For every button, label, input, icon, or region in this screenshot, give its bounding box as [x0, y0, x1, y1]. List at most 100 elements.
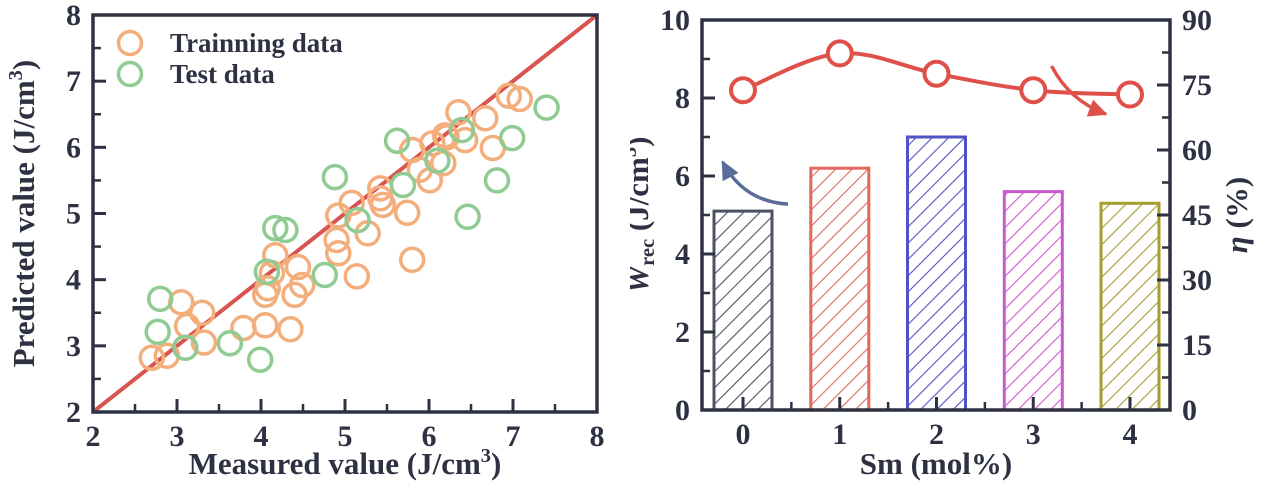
y-tick-label: 6 — [66, 131, 81, 164]
x-tick-label: 0 — [736, 418, 751, 451]
left-tick-label: 4 — [675, 238, 690, 271]
y-axis-label: Predicted value (J/cm3) — [5, 60, 41, 368]
legend-label: Trainning data — [170, 28, 343, 58]
training-point — [277, 316, 304, 343]
y-tick-label: 8 — [66, 0, 81, 32]
x-tick-label: 2 — [86, 420, 101, 453]
y-tick-label: 5 — [66, 198, 81, 231]
test-point — [253, 258, 281, 285]
right-tick-label: 30 — [1182, 264, 1212, 297]
right-axis-label: η (%) — [1219, 177, 1254, 253]
x-tick-label: 3 — [170, 420, 185, 453]
test-legend-marker — [116, 60, 144, 88]
eta-marker — [825, 39, 854, 68]
test-point — [498, 124, 526, 152]
scatter-parity-chart: 2 3 4 5 6 7 8 2 3 4 5 6 7 8 Measured value (J/cm3) Pred… — [5, 0, 605, 481]
test-points — [144, 94, 560, 373]
test-point — [262, 214, 289, 242]
training-point — [190, 329, 218, 356]
training-point — [393, 199, 421, 227]
bars — [712, 135, 1161, 412]
training-point — [254, 275, 281, 302]
left-tick-label: 0 — [675, 394, 690, 427]
bar-sm-3 — [1002, 190, 1064, 412]
x-tick-label: 7 — [506, 420, 521, 453]
training-point — [433, 124, 460, 151]
right-tick-label: 15 — [1182, 329, 1212, 362]
training-point — [325, 239, 352, 267]
x-axis-label: Measured value (J/cm3) — [189, 445, 502, 481]
test-point — [172, 334, 199, 362]
y-tick-label: 2 — [66, 396, 81, 429]
test-point — [454, 203, 481, 231]
y-tick-label: 7 — [66, 65, 81, 98]
test-point — [448, 116, 476, 144]
training-point — [288, 271, 316, 299]
right-tick-label: 45 — [1182, 199, 1212, 232]
right-tick-label: 90 — [1182, 4, 1212, 37]
x-tick-label: 1 — [832, 418, 847, 451]
training-point — [284, 253, 312, 281]
training-legend-marker — [116, 29, 144, 57]
bar-line-chart: 0 1 2 3 4 0 2 4 6 8 10 0 15 30 45 60 75 90 Sm (mol%) Wrec (… — [630, 4, 1254, 481]
training-point — [343, 263, 371, 290]
training-point — [338, 189, 365, 217]
training-point — [230, 314, 257, 342]
bar-sm-2 — [906, 135, 967, 412]
left-axis-arrow — [721, 160, 789, 206]
eta-marker — [922, 59, 951, 88]
axis-annotation-arrows — [721, 65, 1108, 206]
legend-label: Test data — [170, 59, 275, 89]
x-tick-label: 4 — [1123, 418, 1138, 451]
training-point — [251, 312, 279, 339]
eta-line-series — [729, 39, 1144, 109]
y-tick-label: 3 — [66, 330, 81, 363]
bar-sm-0 — [712, 209, 774, 412]
right-tick-label: 60 — [1182, 134, 1212, 167]
bar-sm-4 — [1099, 201, 1161, 412]
test-point — [383, 127, 411, 154]
left-tick-label: 2 — [675, 316, 690, 349]
left-axis-label: Wrec (J/cm3) — [630, 137, 659, 294]
test-point — [483, 167, 511, 194]
axis-ticks — [702, 18, 1170, 412]
test-point — [246, 346, 274, 373]
test-point — [144, 318, 171, 346]
x-tick-label: 3 — [1026, 418, 1041, 451]
right-tick-label: 0 — [1182, 394, 1197, 427]
test-point — [424, 147, 451, 174]
x-tick-label: 4 — [254, 420, 269, 453]
test-point — [216, 329, 244, 357]
eta-marker — [1116, 80, 1144, 109]
x-tick-label: 5 — [338, 420, 353, 453]
training-point — [369, 191, 397, 219]
eta-marker — [729, 76, 757, 105]
x-axis-label: Sm (mol%) — [860, 446, 1012, 481]
training-point — [188, 299, 216, 327]
axis-ticks — [91, 13, 599, 414]
test-point — [146, 285, 174, 313]
test-point — [533, 94, 560, 121]
test-point — [311, 261, 339, 289]
right-axis-arrow — [1050, 65, 1108, 117]
axis-tick-labels: 0 1 2 3 4 0 2 4 6 8 10 0 15 30 45 60 75 90 — [660, 4, 1212, 451]
y-tick-label: 4 — [66, 264, 81, 297]
training-point — [398, 246, 426, 274]
training-point — [323, 226, 350, 254]
training-point — [138, 344, 166, 371]
x-tick-label: 2 — [929, 418, 944, 451]
x-tick-label: 6 — [422, 420, 437, 453]
test-point — [344, 206, 371, 234]
eta-marker — [1019, 76, 1048, 105]
test-point — [389, 171, 417, 199]
test-point — [272, 216, 299, 244]
left-tick-label: 8 — [675, 82, 690, 115]
axis-tick-labels: 2 3 4 5 6 7 8 2 3 4 5 6 7 8 — [66, 0, 605, 453]
training-point — [495, 82, 523, 109]
left-tick-label: 10 — [660, 4, 690, 37]
left-tick-label: 6 — [675, 160, 690, 193]
bar-sm-1 — [809, 166, 871, 412]
training-point — [506, 85, 533, 113]
